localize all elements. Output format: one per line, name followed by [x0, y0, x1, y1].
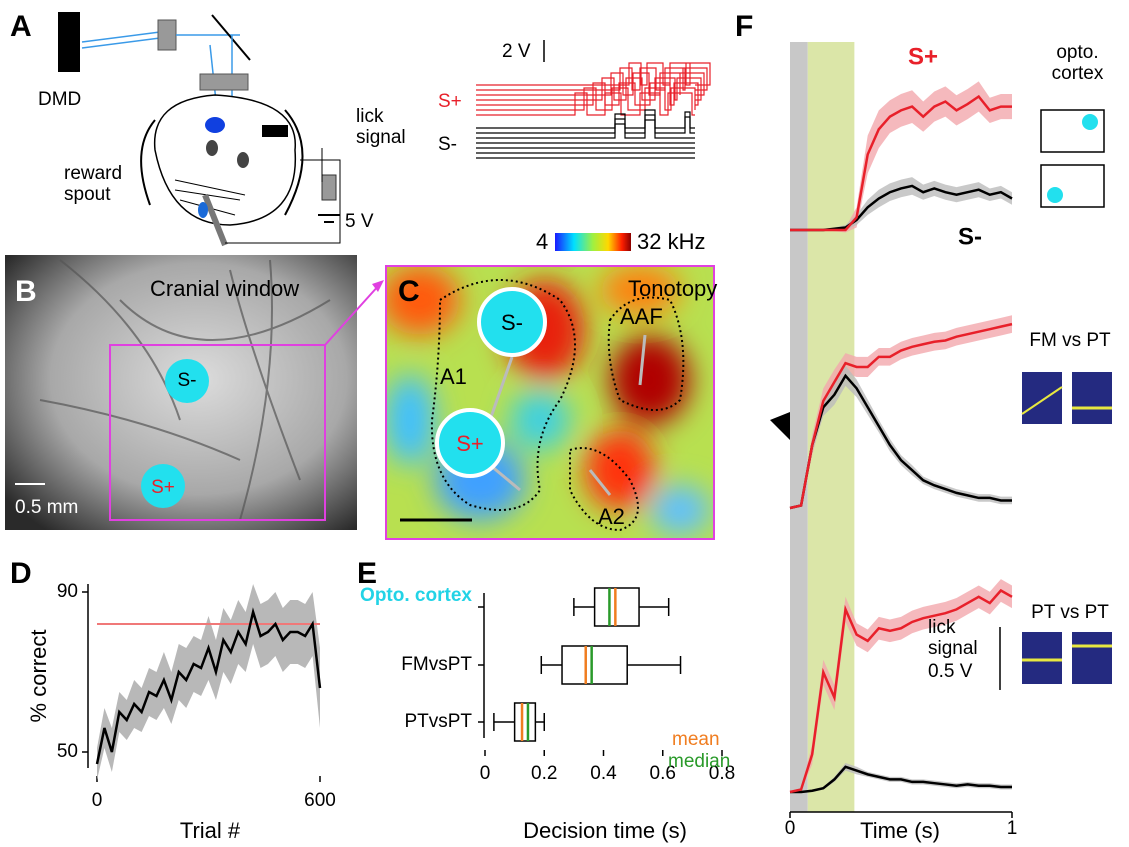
colorbar	[555, 233, 631, 251]
x-tick-label: 0	[92, 790, 103, 811]
y-tick-label: 50	[57, 741, 78, 762]
s-plus-label: S+	[456, 431, 484, 456]
colorbar-high: 32 kHz	[637, 229, 705, 254]
lick-trace	[476, 68, 707, 90]
panel-label: F	[735, 10, 753, 43]
category-label: PTvsPT	[360, 711, 472, 732]
spectrogram	[1072, 632, 1112, 684]
panel-label: A	[10, 10, 32, 43]
lick-trace	[476, 120, 695, 138]
panel-label: C	[398, 275, 420, 308]
dmd-label: DMD	[38, 89, 81, 110]
mirror	[212, 15, 250, 60]
scale-label: 2 V	[502, 41, 531, 62]
lick-traces	[476, 63, 710, 158]
lick-trace	[476, 110, 695, 128]
box	[515, 703, 536, 741]
y-axis-label: % correct	[26, 630, 51, 723]
y-tick-label: 90	[57, 581, 78, 602]
scale-bar-title: lick signal	[928, 617, 978, 659]
mouse-head	[155, 95, 296, 225]
spectrogram	[1022, 632, 1062, 684]
legend-median: median	[668, 751, 730, 772]
lens	[158, 20, 176, 50]
panel-label: D	[10, 557, 32, 590]
eye	[206, 140, 218, 156]
x-tick-label: 0.4	[590, 763, 617, 784]
light-path	[82, 32, 160, 42]
area-label: A1	[440, 364, 467, 389]
lick-trace	[476, 93, 695, 115]
map-title: Tonotopy	[628, 276, 717, 301]
inset-label: PT vs PT	[1020, 602, 1120, 623]
figure: A DMD 5 V 2 V S+ S- B Cranial window S- …	[0, 0, 1129, 847]
scale-bar-label: 0.5 V	[928, 661, 988, 682]
box	[562, 646, 627, 684]
s-plus-label: S+	[151, 477, 175, 498]
x-axis-label: Trial #	[180, 818, 241, 843]
area-label: AAF	[620, 304, 663, 329]
x-tick-label: 0	[480, 763, 491, 784]
lick-trace	[476, 88, 695, 110]
voltage-label: 5 V	[345, 211, 374, 232]
s-minus-label: S-	[178, 370, 197, 391]
s-minus-label: S-	[501, 310, 523, 335]
image-title: Cranial window	[150, 276, 299, 301]
category-label: Opto. cortex	[360, 585, 472, 606]
legend-mean: mean	[672, 729, 720, 750]
opto-spot	[205, 117, 225, 133]
spectrogram	[1072, 372, 1112, 424]
light-path	[82, 38, 160, 48]
lick-label: lick signal	[356, 106, 416, 148]
x-tick-label: 0.2	[531, 763, 557, 784]
x-tick-label: 600	[304, 790, 336, 811]
colorbar-low: 4	[536, 229, 548, 254]
spectrogram	[1022, 372, 1062, 424]
scale-label: 0.5 mm	[15, 497, 78, 518]
objective	[200, 74, 248, 90]
box	[595, 588, 639, 626]
inset-label: opto. cortex	[1040, 42, 1115, 84]
lick-trace	[476, 115, 695, 133]
x-axis-label: Time (s)	[860, 818, 940, 843]
x-tick-label: 1	[1007, 818, 1018, 839]
series-label: S-	[958, 223, 982, 250]
area-label: A2	[598, 504, 625, 529]
panel-label: B	[15, 275, 37, 308]
s-minus-label: S-	[438, 134, 457, 155]
x-tick-label: 0	[785, 818, 796, 839]
resistor	[322, 175, 336, 200]
error-band	[97, 584, 320, 780]
eye	[237, 152, 249, 168]
inset-label: FM vs PT	[1020, 330, 1120, 351]
figure-canvas: A DMD 5 V 2 V S+ S- B Cranial window S- …	[0, 0, 1129, 847]
category-label: FMvsPT	[360, 654, 472, 675]
x-axis-label: Decision time (s)	[523, 818, 687, 843]
s-plus-label: S+	[438, 91, 462, 112]
spout-label: reward spout	[64, 163, 144, 205]
dmd-block	[58, 12, 80, 72]
inset-spot	[1082, 114, 1098, 130]
series-label: S+	[908, 43, 938, 70]
headpost	[262, 125, 288, 137]
inset-spot	[1047, 187, 1063, 203]
stimulus-window	[790, 42, 808, 812]
tonotopy-map	[380, 265, 714, 539]
lick-trace	[476, 78, 701, 100]
water-drop	[198, 202, 208, 218]
